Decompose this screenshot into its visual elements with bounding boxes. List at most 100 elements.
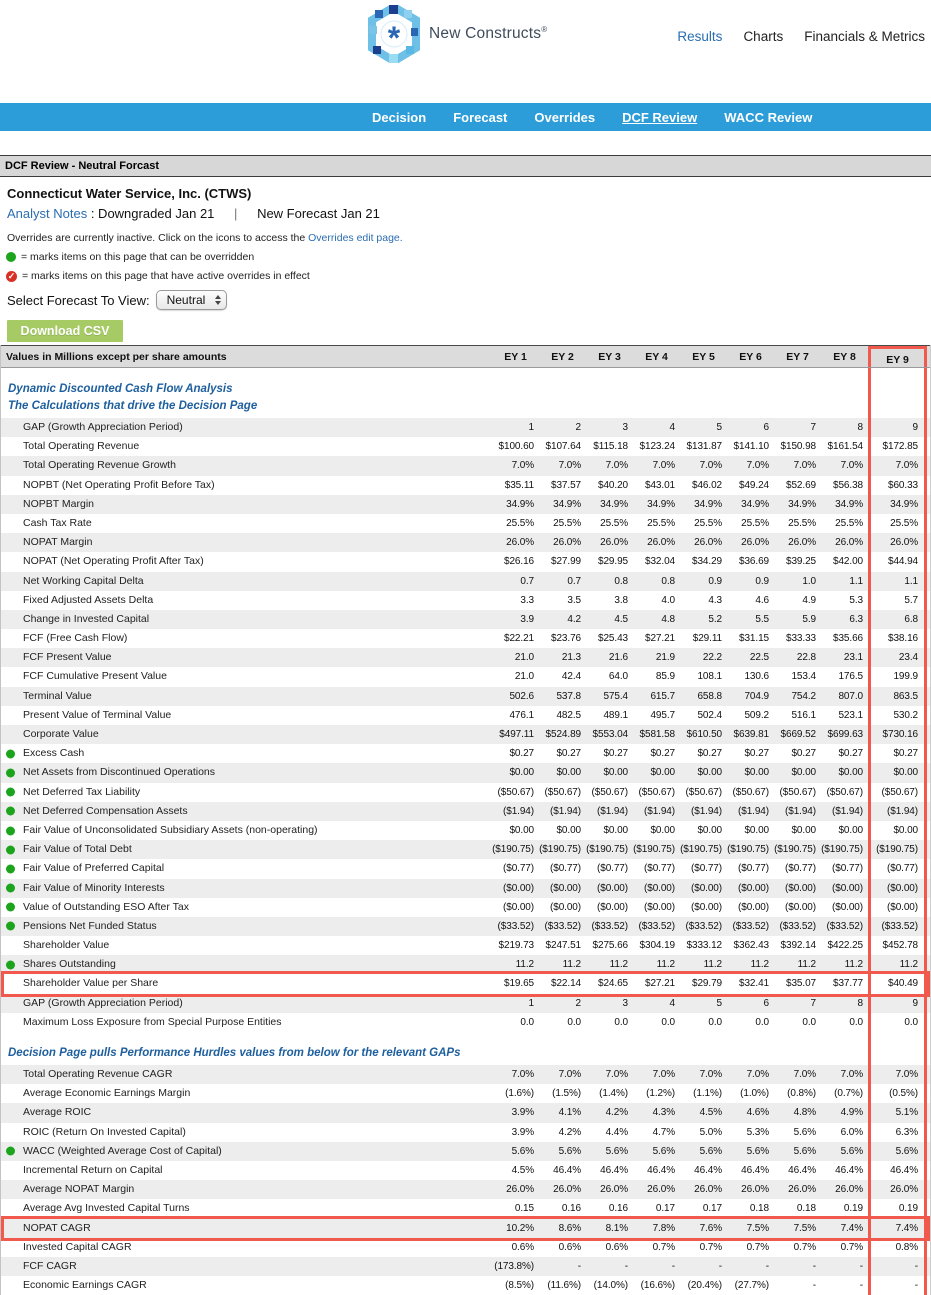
row-label-cell: Average Economic Earnings Margin bbox=[1, 1084, 492, 1103]
cell-ey5: 7.6% bbox=[680, 1219, 727, 1238]
cell-ey7: (0.8%) bbox=[774, 1084, 821, 1103]
cell-ey3: 4.2% bbox=[586, 1103, 633, 1122]
column-header-ey-7: EY 7 bbox=[774, 346, 821, 367]
cell-ey1: $219.73 bbox=[492, 936, 539, 955]
table-header-label: Values in Millions except per share amou… bbox=[1, 346, 492, 367]
top-nav-financials-metrics[interactable]: Financials & Metrics bbox=[804, 29, 925, 44]
cell-ey9: 34.9% bbox=[868, 495, 927, 514]
cell-ey8: 7.4% bbox=[821, 1219, 868, 1238]
table-row-fcf-cagr: FCF CAGR(173.8%)-------- bbox=[1, 1257, 930, 1276]
cell-ey9: ($190.75) bbox=[868, 840, 927, 859]
subnav-dcf-review[interactable]: DCF Review bbox=[622, 110, 697, 125]
cell-ey9: $172.85 bbox=[868, 437, 927, 456]
subnav-decision[interactable]: Decision bbox=[372, 110, 426, 125]
override-enabled-icon[interactable] bbox=[6, 768, 15, 777]
cell-ey2: $0.00 bbox=[539, 821, 586, 840]
cell-ey4: $0.27 bbox=[633, 744, 680, 763]
cell-ey3: - bbox=[586, 1257, 633, 1276]
row-label-cell: FCF Cumulative Present Value bbox=[1, 667, 492, 686]
override-enabled-icon[interactable] bbox=[6, 845, 15, 854]
subnav-forecast[interactable]: Forecast bbox=[453, 110, 507, 125]
cell-ey1: 26.0% bbox=[492, 1180, 539, 1199]
cell-ey7: $392.14 bbox=[774, 936, 821, 955]
cell-ey7: $52.69 bbox=[774, 476, 821, 495]
cell-ey8: $0.00 bbox=[821, 763, 868, 782]
override-enabled-icon[interactable] bbox=[6, 922, 15, 931]
cell-ey5: $46.02 bbox=[680, 476, 727, 495]
cell-ey4: ($0.00) bbox=[633, 879, 680, 898]
subnav-wacc-review[interactable]: WACC Review bbox=[724, 110, 812, 125]
top-nav-results[interactable]: Results bbox=[677, 29, 722, 44]
cell-ey3: 5.6% bbox=[586, 1142, 633, 1161]
cell-ey5: ($0.00) bbox=[680, 898, 727, 917]
dcf-table-body: Dynamic Discounted Cash Flow AnalysisThe… bbox=[1, 368, 930, 1295]
cell-ey8: 5.3 bbox=[821, 591, 868, 610]
cell-ey3: 26.0% bbox=[586, 533, 633, 552]
column-header-ey-5: EY 5 bbox=[680, 346, 727, 367]
overrides-note-text: Overrides are currently inactive. Click … bbox=[7, 232, 308, 244]
cell-ey7: 26.0% bbox=[774, 1180, 821, 1199]
page-title-bar: DCF Review - Neutral Forcast bbox=[0, 155, 931, 177]
row-label: Value of Outstanding ESO After Tax bbox=[23, 901, 189, 913]
cell-ey4: 4 bbox=[633, 994, 680, 1013]
cell-ey1: $0.00 bbox=[492, 763, 539, 782]
section-title: Dynamic Discounted Cash Flow AnalysisThe… bbox=[1, 368, 868, 418]
cell-ey2: ($50.67) bbox=[539, 783, 586, 802]
cell-ey6: 46.4% bbox=[727, 1161, 774, 1180]
cell-ey1: (1.6%) bbox=[492, 1084, 539, 1103]
cell-ey7: ($1.94) bbox=[774, 802, 821, 821]
table-row-fair-value-of-unconsolidated-subsidiary-assets-non-operating: Fair Value of Unconsolidated Subsidiary … bbox=[1, 821, 930, 840]
logo[interactable]: * New Constructs® bbox=[368, 5, 547, 63]
override-enabled-icon[interactable] bbox=[6, 826, 15, 835]
cell-ey9: - bbox=[868, 1276, 927, 1295]
cell-ey2: 4.2 bbox=[539, 610, 586, 629]
override-enabled-icon[interactable] bbox=[6, 1147, 15, 1156]
table-row-fcf-present-value: FCF Present Value21.021.321.621.922.222.… bbox=[1, 648, 930, 667]
row-label: Pensions Net Funded Status bbox=[23, 920, 157, 932]
override-enabled-icon[interactable] bbox=[6, 749, 15, 758]
cell-ey5: 5.6% bbox=[680, 1142, 727, 1161]
override-enabled-icon[interactable] bbox=[6, 884, 15, 893]
cell-ey2: ($0.00) bbox=[539, 898, 586, 917]
analyst-note-forecast: New Forecast Jan 21 bbox=[257, 206, 380, 221]
cell-ey7: 0.0 bbox=[774, 1013, 821, 1032]
row-label: GAP (Growth Appreciation Period) bbox=[23, 997, 183, 1009]
override-enabled-icon[interactable] bbox=[6, 807, 15, 816]
row-label: Average Avg Invested Capital Turns bbox=[23, 1202, 190, 1214]
cell-ey9: $0.00 bbox=[868, 821, 927, 840]
cell-ey7: ($0.00) bbox=[774, 879, 821, 898]
row-label: NOPBT Margin bbox=[23, 498, 94, 510]
cell-ey1: 1 bbox=[492, 994, 539, 1013]
cell-ey8: $699.63 bbox=[821, 725, 868, 744]
cell-ey4: 34.9% bbox=[633, 495, 680, 514]
row-label-cell: Cash Tax Rate bbox=[1, 514, 492, 533]
override-enabled-icon[interactable] bbox=[6, 903, 15, 912]
analyst-notes-link[interactable]: Analyst Notes bbox=[7, 206, 87, 221]
cell-ey3: ($50.67) bbox=[586, 783, 633, 802]
overrides-edit-link[interactable]: Overrides edit page. bbox=[308, 232, 403, 244]
row-label-cell: Shares Outstanding bbox=[1, 955, 492, 974]
table-row-present-value-of-terminal-value: Present Value of Terminal Value476.1482.… bbox=[1, 706, 930, 725]
cell-ey4: 25.5% bbox=[633, 514, 680, 533]
cell-ey2: ($1.94) bbox=[539, 802, 586, 821]
forecast-select[interactable]: Neutral bbox=[156, 290, 228, 310]
legend-overridable: = marks items on this page that can be o… bbox=[6, 251, 931, 263]
table-row-average-roic: Average ROIC3.9%4.1%4.2%4.3%4.5%4.6%4.8%… bbox=[1, 1103, 930, 1122]
row-label-cell: Net Working Capital Delta bbox=[1, 572, 492, 591]
override-enabled-icon[interactable] bbox=[6, 864, 15, 873]
subnav-overrides[interactable]: Overrides bbox=[534, 110, 595, 125]
override-enabled-icon[interactable] bbox=[6, 960, 15, 969]
top-nav-charts[interactable]: Charts bbox=[743, 29, 783, 44]
override-enabled-icon[interactable] bbox=[6, 788, 15, 797]
cell-ey9: 7.4% bbox=[868, 1219, 927, 1238]
cell-ey6: 7.0% bbox=[727, 1065, 774, 1084]
download-csv-button[interactable]: Download CSV bbox=[7, 320, 123, 342]
cell-ey9: 0.0 bbox=[868, 1013, 927, 1032]
cell-ey3: 26.0% bbox=[586, 1180, 633, 1199]
cell-ey4: 4 bbox=[633, 418, 680, 437]
cell-ey2: 4.1% bbox=[539, 1103, 586, 1122]
forecast-select-label: Select Forecast To View: bbox=[7, 293, 150, 308]
cell-ey5: 0.9 bbox=[680, 572, 727, 591]
cell-ey6: 7.0% bbox=[727, 456, 774, 475]
cell-ey4: 0.0 bbox=[633, 1013, 680, 1032]
